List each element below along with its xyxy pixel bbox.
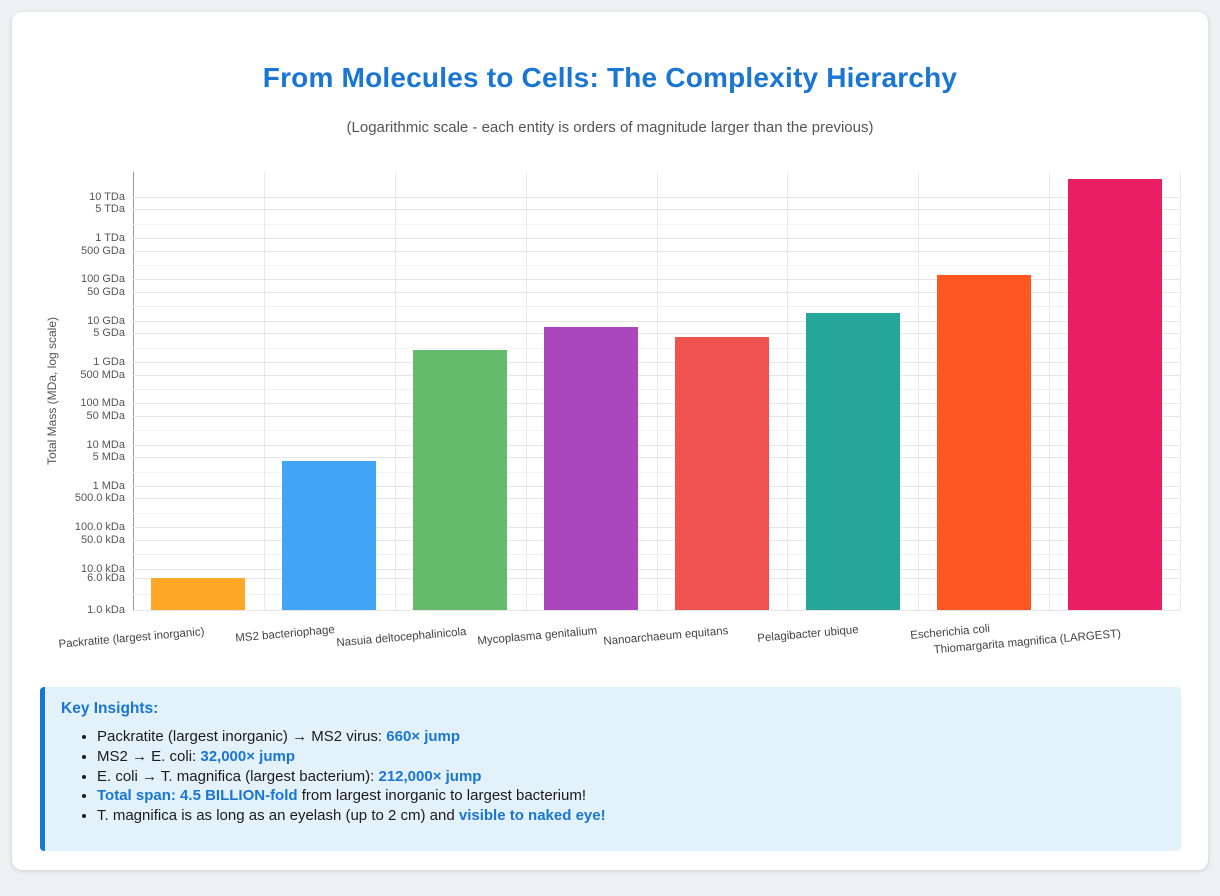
vertical-gridline: [787, 172, 789, 610]
x-category-label: MS2 bacteriophage: [235, 624, 336, 646]
gridline: [133, 238, 1180, 240]
x-category-label: Nasuia deltocephalinicola: [336, 625, 468, 650]
insight-item: E. coli → T. magnifica (largest bacteriu…: [97, 767, 1161, 787]
y-tick-label: 100 MDa: [80, 397, 125, 410]
insight-item: Packratite (largest inorganic) → MS2 vir…: [97, 727, 1161, 747]
gridline: [133, 527, 1180, 529]
vertical-gridline: [918, 172, 920, 610]
insight-highlight: 212,000× jump: [378, 767, 482, 785]
insight-item: MS2 → E. coli: 32,000× jump: [97, 747, 1161, 767]
minor-gridline: [133, 512, 1180, 514]
y-tick-label: 10 TDa: [89, 190, 125, 203]
y-tick-label: 10 MDa: [86, 438, 125, 451]
bar-2[interactable]: [282, 461, 377, 610]
insight-highlight: 660× jump: [386, 728, 461, 745]
y-tick-label: 6.0 kDa: [87, 571, 125, 584]
gridline: [133, 539, 1180, 541]
y-tick-label: 5 GDa: [93, 327, 125, 340]
insight-text: from largest inorganic to largest bacter…: [297, 787, 587, 805]
minor-gridline: [133, 306, 1180, 308]
bar-7[interactable]: [936, 275, 1031, 610]
bar-4[interactable]: [544, 327, 639, 610]
insight-text: E. coli → T. magnifica (largest bacteriu…: [97, 767, 379, 785]
x-category-label: Packratite (largest inorganic): [58, 626, 206, 652]
minor-gridline: [133, 554, 1180, 556]
insight-text: MS2 → E. coli:: [97, 747, 201, 765]
minor-gridline: [133, 430, 1180, 432]
bar-5[interactable]: [674, 337, 769, 610]
insight-text: T. magnifica is as long as an eyelash (u…: [97, 807, 459, 825]
minor-gridline: [133, 347, 1180, 349]
chart-title: From Molecules to Cells: The Complexity …: [262, 62, 958, 93]
y-tick-label: 500 MDa: [80, 368, 125, 381]
y-tick-label: 50 MDa: [86, 409, 125, 422]
y-tick-label: 10.0 kDa: [80, 562, 125, 575]
vertical-gridline: [263, 172, 265, 610]
y-tick-label: 1.0 kDa: [87, 604, 125, 616]
bar-3[interactable]: [413, 349, 508, 610]
minor-gridline: [133, 593, 1180, 595]
chart-subtitle: (Logarithmic scale - each entity is orde…: [346, 119, 874, 136]
chart-card: From Molecules to Cells: The Complexity …: [12, 12, 1208, 870]
gridline: [133, 498, 1180, 500]
y-tick-label: 1 MDa: [92, 480, 125, 493]
key-insights-heading: Key Insights:: [61, 700, 159, 717]
y-tick-label: 500 GDa: [80, 244, 125, 257]
gridline: [133, 610, 1180, 611]
gridline: [133, 279, 1180, 281]
y-tick-label: 100 GDa: [80, 273, 125, 286]
minor-gridline: [133, 264, 1180, 266]
insight-highlight: visible to naked eye!: [458, 807, 606, 825]
gridline: [133, 577, 1180, 579]
insight-item: Total span: 4.5 BILLION-fold from larges…: [97, 786, 1161, 806]
x-category-label: Nanoarchaeum equitans: [602, 625, 729, 649]
bar-8[interactable]: [1067, 178, 1162, 610]
gridline: [133, 362, 1180, 364]
y-tick-label: 50.0 kDa: [80, 533, 125, 546]
minor-gridline: [133, 388, 1180, 390]
plot-area: [133, 172, 1181, 611]
gridline: [133, 457, 1180, 459]
x-category-label: Pelagibacter ubique: [756, 624, 860, 646]
y-axis-line: [133, 172, 134, 610]
key-insights-panel: Key Insights: Packratite (largest inorga…: [40, 687, 1181, 851]
y-tick-label: 100.0 kDa: [74, 521, 125, 534]
minor-gridline: [133, 223, 1180, 225]
gridline: [133, 415, 1180, 417]
gridline: [133, 250, 1180, 252]
y-tick-label: 5 TDa: [95, 203, 125, 216]
gridline: [133, 374, 1180, 376]
insight-highlight: Total span: 4.5 BILLION-fold: [97, 787, 298, 805]
gridline: [133, 403, 1180, 405]
y-tick-label: 500.0 kDa: [74, 492, 125, 505]
vertical-gridline: [1049, 172, 1051, 610]
insight-highlight: 32,000× jump: [200, 747, 295, 765]
gridline: [133, 320, 1180, 322]
y-tick-label: 50 GDa: [87, 285, 125, 298]
y-tick-label: 5 MDa: [92, 451, 125, 464]
gridline: [133, 486, 1180, 488]
gridline: [133, 568, 1180, 570]
vertical-gridline: [394, 172, 396, 610]
gridline: [133, 196, 1180, 198]
insight-text: Packratite (largest inorganic) → MS2 vir…: [97, 728, 387, 745]
minor-gridline: [133, 471, 1180, 473]
bar-6[interactable]: [805, 313, 900, 610]
y-tick-label: 1 TDa: [95, 232, 125, 245]
key-insights-list: Packratite (largest inorganic) → MS2 vir…: [61, 727, 1161, 826]
gridline: [133, 444, 1180, 446]
gridline: [133, 209, 1180, 211]
vertical-gridline: [1180, 172, 1181, 610]
bar-1[interactable]: [151, 577, 246, 610]
gridline: [133, 333, 1180, 335]
insight-item: T. magnifica is as long as an eyelash (u…: [97, 806, 1161, 826]
gridline: [133, 291, 1180, 293]
x-category-label: Mycoplasma genitalium: [476, 625, 598, 648]
vertical-gridline: [525, 172, 527, 610]
y-tick-label: 1 GDa: [93, 356, 125, 369]
vertical-gridline: [656, 172, 658, 610]
y-tick-label: 10 GDa: [87, 314, 125, 327]
